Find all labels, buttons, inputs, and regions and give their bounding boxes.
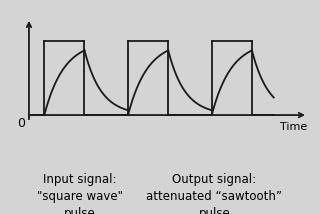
Text: 0: 0 — [17, 117, 25, 130]
Text: Output signal:
attenuated “sawtooth”
pulse: Output signal: attenuated “sawtooth” pul… — [147, 173, 282, 214]
Text: Time: Time — [280, 122, 308, 132]
Text: Input signal:
"square wave"
pulse: Input signal: "square wave" pulse — [37, 173, 123, 214]
